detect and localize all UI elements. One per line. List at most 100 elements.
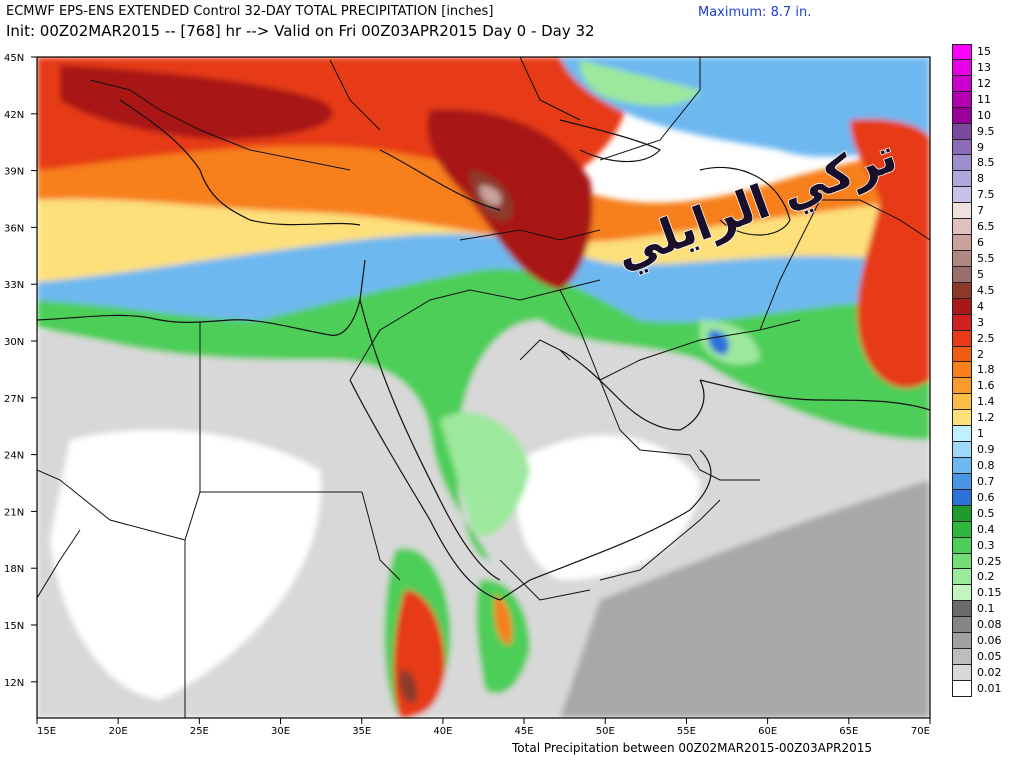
legend-entry: 0.06	[952, 633, 1024, 650]
lon-label: 15E	[37, 726, 56, 737]
legend-label: 15	[977, 45, 991, 58]
legend-swatch	[952, 633, 972, 650]
legend-label: 0.6	[977, 490, 995, 504]
lat-label: 45N	[4, 53, 24, 64]
legend-entry: 6.5	[952, 219, 1024, 236]
legend-label: 0.08	[977, 618, 1002, 632]
legend-label: 0.5	[977, 506, 995, 520]
precip-arabia-clear	[516, 435, 700, 580]
legend-swatch	[952, 505, 972, 522]
legend-entry: 2.5	[952, 330, 1024, 347]
legend-entry: 5	[952, 266, 1024, 283]
latitude-axis: 45N 42N 39N 36N 33N 30N 27N 24N 21N 18N 15N 12N	[4, 53, 37, 689]
legend-entry: 4	[952, 298, 1024, 315]
lat-label: 42N	[4, 110, 24, 121]
chart-title: ECMWF EPS-ENS EXTENDED Control 32-DAY TO…	[6, 4, 494, 19]
legend-entry: 0.02	[952, 664, 1024, 681]
legend-entry: 13	[952, 59, 1024, 76]
legend-label: 9.5	[977, 124, 995, 138]
precip-green-caucasus	[579, 60, 700, 106]
legend-label: 0.4	[977, 522, 995, 536]
legend-label: 4	[977, 299, 984, 313]
legend-entry: 0.8	[952, 457, 1024, 474]
legend-entry: 0.2	[952, 569, 1024, 586]
legend-swatch	[952, 585, 972, 602]
lon-label: 50E	[596, 726, 615, 737]
chart-subtitle: Init: 00Z02MAR2015 -- [768] hr --> Valid…	[6, 22, 595, 40]
legend-label: 8.5	[977, 156, 995, 170]
legend-label: 5	[977, 267, 984, 281]
legend-swatch	[952, 330, 972, 347]
legend-label: 0.1	[977, 602, 995, 616]
legend-entry: 7.5	[952, 187, 1024, 204]
legend-label: 1.2	[977, 411, 995, 425]
legend-swatch	[952, 314, 972, 331]
lat-label: 12N	[4, 678, 24, 689]
legend-entry: 1.4	[952, 394, 1024, 411]
precip-brown-ethiopia	[399, 669, 418, 704]
legend-entry: 11	[952, 91, 1024, 108]
legend-swatch	[952, 171, 972, 188]
legend-label: 9	[977, 140, 984, 154]
legend-swatch	[952, 394, 972, 411]
legend-label: 10	[977, 108, 991, 122]
legend-swatch	[952, 91, 972, 108]
legend-swatch	[952, 378, 972, 395]
precip-legend: 15 13 12 11 10 9.5 9 8.5 8 7.5 7 6.5 6 5.5 5 4.5 4 3 2.5 2 1…	[952, 44, 1024, 697]
precip-blue-band	[37, 233, 930, 323]
legend-swatch	[952, 155, 972, 172]
precip-mauve-spot	[479, 185, 502, 206]
legend-swatch	[952, 664, 972, 681]
legend-label: 1.4	[977, 395, 995, 409]
legend-swatch	[952, 44, 972, 60]
legend-label: 7	[977, 204, 984, 218]
legend-label: 1.8	[977, 363, 995, 377]
legend-label: 0.8	[977, 458, 995, 472]
footer-caption: Total Precipitation between 00Z02MAR2015…	[512, 741, 872, 755]
legend-swatch	[952, 426, 972, 443]
legend-swatch	[952, 457, 972, 474]
lon-label: 20E	[109, 726, 128, 737]
maximum-label: Maximum: 8.7 in.	[698, 5, 812, 20]
lon-label: 55E	[677, 726, 696, 737]
country-borders	[37, 57, 930, 718]
legend-entry: 5.5	[952, 250, 1024, 267]
precip-gray-mid-east	[560, 480, 930, 718]
legend-entry: 0.15	[952, 585, 1024, 602]
legend-swatch	[952, 442, 972, 458]
legend-entry: 0.3	[952, 537, 1024, 554]
lon-label: 40E	[433, 726, 452, 737]
lat-label: 33N	[4, 280, 24, 291]
legend-entry: 0.1	[952, 601, 1024, 618]
lat-label: 27N	[4, 394, 24, 405]
legend-entry: 7	[952, 203, 1024, 220]
legend-label: 1	[977, 427, 984, 441]
legend-swatch	[952, 266, 972, 283]
legend-label: 8	[977, 172, 984, 186]
legend-swatch	[952, 410, 972, 427]
legend-swatch	[952, 680, 972, 697]
legend-label: 2	[977, 347, 984, 361]
lat-label: 18N	[4, 564, 24, 575]
legend-swatch	[952, 250, 972, 267]
legend-swatch	[952, 59, 972, 76]
legend-entry: 0.01	[952, 680, 1024, 697]
legend-entry: 0.5	[952, 505, 1024, 522]
legend-swatch	[952, 521, 972, 538]
legend-label: 0.2	[977, 570, 995, 584]
lon-label: 45E	[515, 726, 534, 737]
legend-label: 11	[977, 92, 991, 106]
legend-entry: 3	[952, 314, 1024, 331]
legend-swatch	[952, 219, 972, 236]
legend-swatch	[952, 362, 972, 379]
lat-label: 39N	[4, 167, 24, 178]
longitude-axis: 15E 20E 25E 30E 35E 40E 45E 50E 55E 60E 65E 70E	[36, 718, 931, 737]
legend-swatch	[952, 553, 972, 570]
lon-label: 30E	[271, 726, 290, 737]
lon-label: 35E	[352, 726, 371, 737]
legend-label: 0.25	[977, 554, 1002, 568]
legend-entry: 15	[952, 44, 1024, 60]
legend-label: 2.5	[977, 331, 995, 345]
legend-swatch	[952, 649, 972, 665]
